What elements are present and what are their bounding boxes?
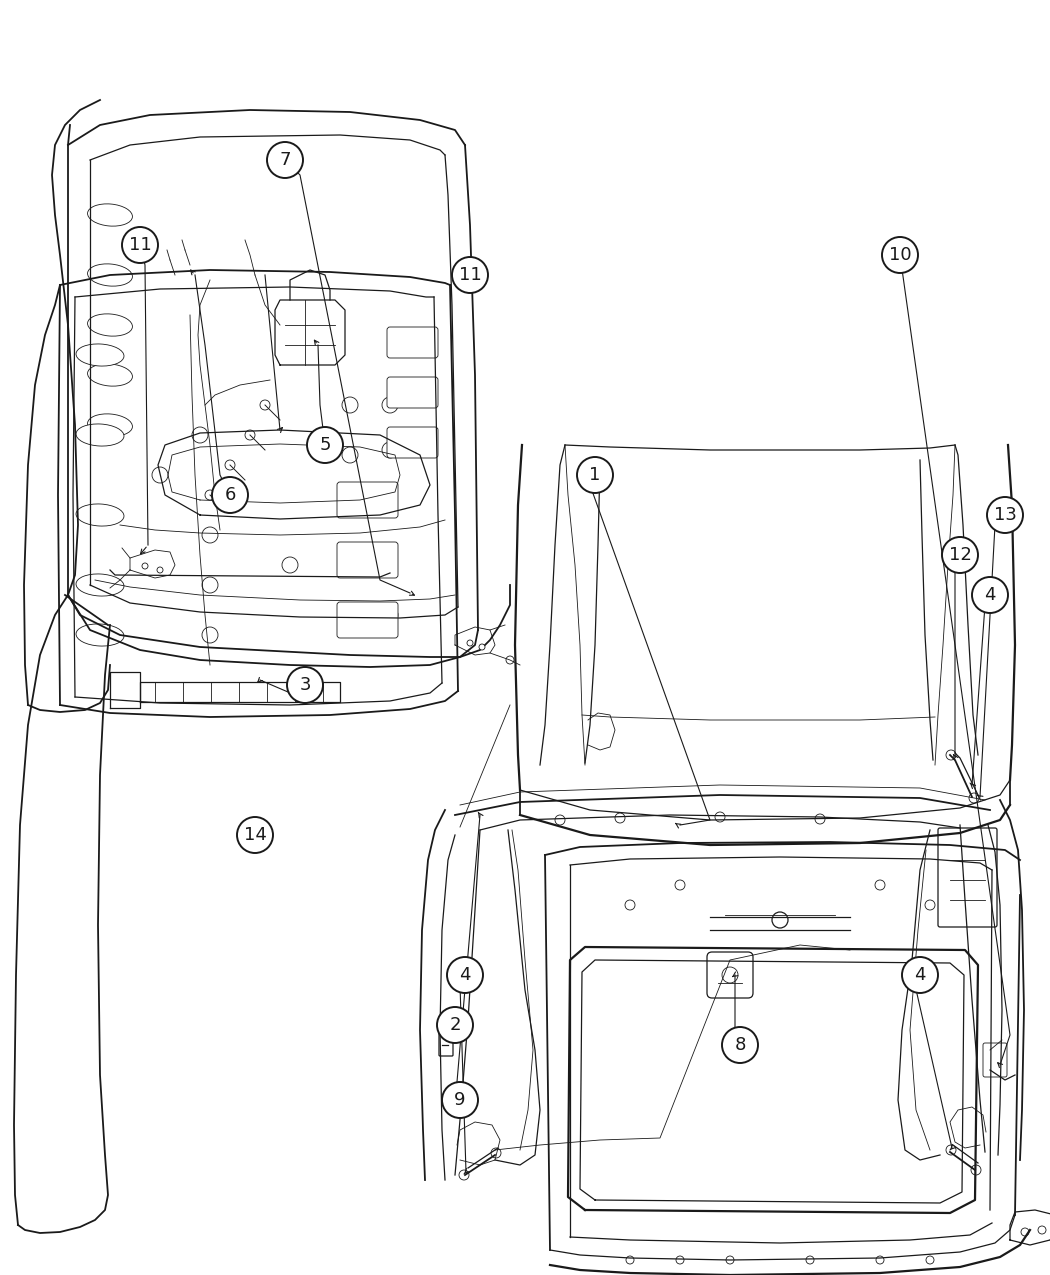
Circle shape — [615, 813, 625, 822]
Circle shape — [726, 1256, 734, 1264]
Circle shape — [437, 1007, 472, 1043]
FancyBboxPatch shape — [337, 482, 398, 518]
Circle shape — [447, 958, 483, 993]
Circle shape — [352, 607, 367, 623]
Circle shape — [715, 812, 724, 822]
Text: 10: 10 — [888, 246, 911, 264]
Circle shape — [245, 430, 255, 440]
Circle shape — [969, 793, 979, 803]
Circle shape — [342, 448, 358, 463]
Circle shape — [925, 900, 934, 910]
Ellipse shape — [87, 264, 132, 286]
Circle shape — [192, 427, 208, 442]
FancyBboxPatch shape — [707, 952, 753, 998]
Circle shape — [946, 750, 956, 760]
Text: 4: 4 — [984, 586, 995, 604]
Ellipse shape — [87, 363, 132, 386]
Text: 2: 2 — [449, 1016, 461, 1034]
Circle shape — [806, 1256, 814, 1264]
Circle shape — [142, 564, 148, 569]
Circle shape — [625, 900, 635, 910]
Ellipse shape — [76, 344, 124, 366]
Circle shape — [442, 1082, 478, 1118]
Text: 12: 12 — [948, 546, 971, 564]
Circle shape — [459, 1170, 469, 1179]
Circle shape — [902, 958, 938, 993]
FancyBboxPatch shape — [387, 377, 438, 408]
Circle shape — [491, 1148, 501, 1158]
Text: 4: 4 — [459, 966, 470, 984]
FancyBboxPatch shape — [337, 602, 398, 638]
Circle shape — [1038, 1227, 1046, 1234]
Circle shape — [267, 142, 303, 179]
Circle shape — [972, 578, 1008, 613]
Circle shape — [225, 460, 235, 470]
Circle shape — [675, 880, 685, 890]
Text: 4: 4 — [915, 966, 926, 984]
Circle shape — [676, 1256, 684, 1264]
FancyBboxPatch shape — [983, 1043, 1007, 1077]
Ellipse shape — [87, 204, 132, 226]
Circle shape — [282, 557, 298, 572]
Circle shape — [722, 1026, 758, 1063]
Text: 7: 7 — [279, 150, 291, 170]
Circle shape — [815, 813, 825, 824]
Text: 11: 11 — [459, 266, 481, 284]
Circle shape — [342, 397, 358, 413]
FancyBboxPatch shape — [387, 326, 438, 358]
Circle shape — [452, 258, 488, 293]
Circle shape — [307, 427, 343, 463]
Circle shape — [158, 567, 163, 572]
Circle shape — [467, 640, 472, 646]
Circle shape — [237, 817, 273, 853]
Ellipse shape — [76, 574, 124, 595]
Circle shape — [942, 537, 978, 572]
Circle shape — [987, 497, 1023, 533]
FancyBboxPatch shape — [439, 1026, 453, 1056]
Ellipse shape — [87, 314, 132, 337]
Text: 13: 13 — [993, 506, 1016, 524]
FancyBboxPatch shape — [337, 542, 398, 578]
Circle shape — [202, 527, 218, 543]
Circle shape — [876, 1256, 884, 1264]
Circle shape — [260, 400, 270, 411]
Text: 5: 5 — [319, 436, 331, 454]
Circle shape — [152, 467, 168, 483]
Text: 14: 14 — [244, 826, 267, 844]
Circle shape — [382, 607, 398, 623]
Text: 11: 11 — [128, 236, 151, 254]
Text: 8: 8 — [734, 1037, 745, 1054]
Circle shape — [578, 456, 613, 493]
Circle shape — [626, 1256, 634, 1264]
Ellipse shape — [76, 504, 124, 527]
Circle shape — [479, 644, 485, 650]
Circle shape — [971, 1165, 981, 1176]
Ellipse shape — [76, 425, 124, 446]
Text: 6: 6 — [225, 486, 235, 504]
Circle shape — [555, 815, 565, 825]
Ellipse shape — [76, 623, 124, 646]
Text: 1: 1 — [589, 465, 601, 484]
Ellipse shape — [87, 414, 132, 436]
Circle shape — [205, 490, 215, 500]
Circle shape — [202, 627, 218, 643]
Circle shape — [202, 578, 218, 593]
Circle shape — [382, 397, 398, 413]
Text: 3: 3 — [299, 676, 311, 694]
Circle shape — [1021, 1228, 1029, 1235]
Circle shape — [722, 966, 738, 983]
Circle shape — [212, 477, 248, 513]
Circle shape — [287, 667, 323, 703]
FancyBboxPatch shape — [387, 427, 438, 458]
Circle shape — [926, 1256, 934, 1264]
Circle shape — [506, 657, 514, 664]
Circle shape — [875, 880, 885, 890]
Circle shape — [946, 1145, 956, 1155]
Circle shape — [772, 912, 788, 928]
Circle shape — [122, 227, 158, 263]
Circle shape — [382, 442, 398, 458]
FancyBboxPatch shape — [938, 827, 997, 927]
Circle shape — [882, 237, 918, 273]
Text: 9: 9 — [455, 1091, 466, 1109]
